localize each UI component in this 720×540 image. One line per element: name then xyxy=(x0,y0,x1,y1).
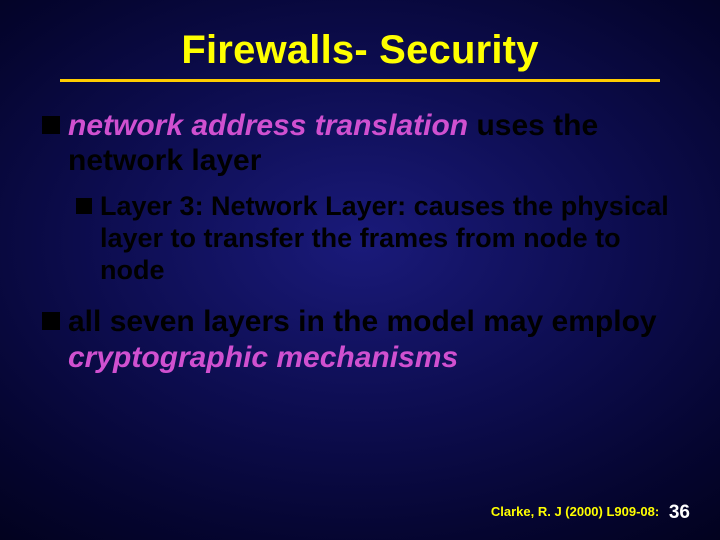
slide: Firewalls- Security network address tran… xyxy=(0,0,720,540)
bullet-text: network address translation uses the net… xyxy=(68,108,678,179)
bullet-text: all seven layers in the model may employ… xyxy=(68,304,678,375)
page-number: 36 xyxy=(669,502,690,523)
square-bullet-icon xyxy=(76,198,92,214)
slide-title: Firewalls- Security xyxy=(0,0,720,73)
square-bullet-icon xyxy=(42,116,60,134)
sub-bullet-text: Layer 3: Network Layer: causes the physi… xyxy=(100,191,678,287)
footer: Clarke, R. J (2000) L909-08: 36 xyxy=(491,502,690,524)
sub-bullet-item: Layer 3: Network Layer: causes the physi… xyxy=(76,191,678,287)
bullet-pre: all seven layers in the model may employ xyxy=(68,305,657,338)
bullet-emphasis: network address translation xyxy=(68,109,468,142)
content-area: network address translation uses the net… xyxy=(0,82,720,375)
sub-bullet-group: Layer 3: Network Layer: causes the physi… xyxy=(42,191,678,287)
bullet-item: all seven layers in the model may employ… xyxy=(42,304,678,375)
bullet-emphasis: cryptographic mechanisms xyxy=(68,341,458,374)
footer-citation: Clarke, R. J (2000) L909-08: xyxy=(491,504,659,519)
bullet-item: network address translation uses the net… xyxy=(42,108,678,179)
square-bullet-icon xyxy=(42,312,60,330)
